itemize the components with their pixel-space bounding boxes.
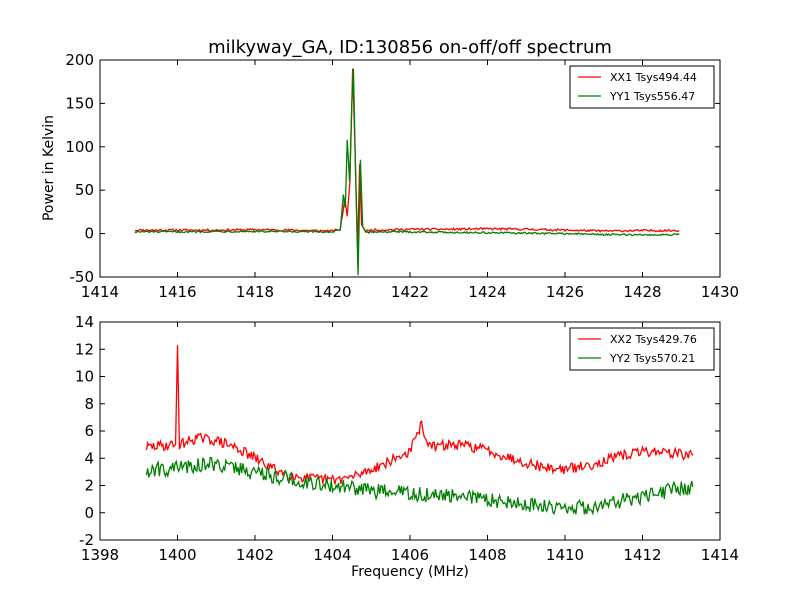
y-tick-label: 0	[84, 504, 94, 522]
y-tick-label: 200	[65, 51, 94, 69]
y-tick-label: 10	[75, 368, 94, 386]
series-line-1-1	[145, 456, 694, 516]
y-tick-label: 12	[75, 340, 94, 358]
legend-bottom: XX2 Tsys429.76 YY2 Tsys570.21	[569, 327, 715, 371]
x-tick-label: 1418	[236, 283, 274, 301]
x-tick-label: 1398	[81, 546, 119, 564]
ylabel-top: Power in Kelvin	[41, 115, 57, 221]
x-tick-label: 1404	[313, 546, 351, 564]
ticks-top: 1414 1416 1418 1420 1422 1424 1426 1428 1430 -50 0…	[65, 51, 739, 301]
ticks-bottom: 1398 1400 1402 1404 1406 1408 1410 1412 1414-202…	[75, 313, 739, 564]
x-tick-label: 1428	[623, 283, 661, 301]
legend-label-yy2: YY2 Tsys570.21	[609, 352, 695, 365]
x-tick-label: 1400	[158, 546, 196, 564]
legend-label-xx1: XX1 Tsys494.44	[610, 71, 697, 84]
y-tick-label: -2	[79, 531, 94, 549]
y-tick-label: 14	[75, 313, 94, 331]
x-tick-label: 1424	[468, 283, 506, 301]
y-tick-label: -50	[70, 268, 95, 286]
y-tick-label: 2	[84, 477, 94, 495]
series-line-0-0	[134, 68, 680, 251]
x-tick-label: 1422	[391, 283, 429, 301]
y-tick-label: 4	[84, 449, 94, 467]
plot-lines-bottom	[145, 345, 694, 516]
x-tick-label: 1414	[81, 283, 119, 301]
panel-bottom: 1398 1400 1402 1404 1406 1408 1410 1412 1414-202…	[75, 313, 739, 580]
x-tick-label: 1430	[701, 283, 739, 301]
y-tick-label: 100	[65, 138, 94, 156]
legend-box-top	[569, 65, 715, 109]
x-tick-label: 1414	[701, 546, 739, 564]
series-line-1-0	[145, 345, 694, 485]
x-tick-label: 1426	[546, 283, 584, 301]
x-tick-label: 1410	[546, 546, 584, 564]
x-tick-label: 1412	[623, 546, 661, 564]
legend-top: XX1 Tsys494.44 YY1 Tsys556.47	[569, 65, 715, 109]
panel-top: 1414 1416 1418 1420 1422 1424 1426 1428 1430 -50 0…	[41, 51, 739, 301]
x-tick-label: 1402	[236, 546, 274, 564]
chart-title: milkyway_GA, ID:130856 on-off/off spectr…	[208, 37, 612, 58]
y-tick-label: 150	[65, 94, 94, 112]
y-tick-label: 0	[84, 225, 94, 243]
legend-label-yy1: YY1 Tsys556.47	[609, 90, 695, 103]
x-tick-label: 1406	[391, 546, 429, 564]
legend-box-bottom	[569, 327, 715, 371]
x-tick-label: 1408	[468, 546, 506, 564]
plot-lines-top	[134, 68, 680, 276]
y-tick-label: 8	[84, 395, 94, 413]
y-tick-label: 50	[75, 181, 94, 199]
x-tick-label: 1420	[313, 283, 351, 301]
y-tick-label: 6	[84, 422, 94, 440]
legend-label-xx2: XX2 Tsys429.76	[610, 333, 697, 346]
series-line-0-1	[134, 68, 680, 276]
xlabel-bottom: Frequency (MHz)	[351, 564, 469, 580]
x-tick-label: 1416	[158, 283, 196, 301]
